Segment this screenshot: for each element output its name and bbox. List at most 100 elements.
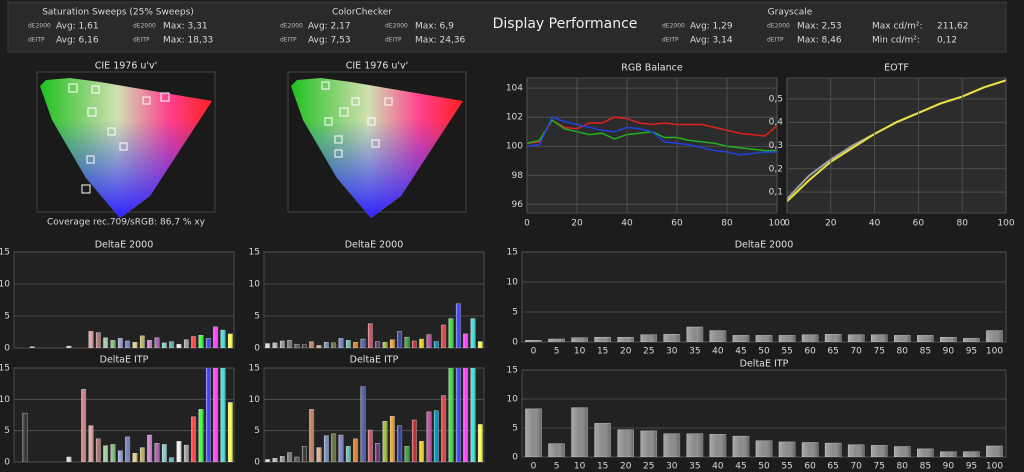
plot-area [13,251,235,349]
x-tick-label: 40 [621,219,633,229]
x-tick-label: 25 [643,462,654,472]
bar-shade [360,339,366,348]
x-tick-label: 35 [689,462,700,472]
x-tick-label: 20 [620,347,632,357]
bar-shade [663,433,680,457]
bar-shade [302,344,307,348]
line [527,116,777,156]
stat-value: Max cd/m²: [872,22,923,32]
y-tick-label: 0,4 [769,118,784,128]
bar-shade [213,326,218,348]
bar-shade [390,416,395,462]
bar-shade [220,330,226,348]
bar-shade [825,334,842,342]
header-panel [7,1,1007,53]
x-tick-label: 60 [671,219,683,229]
bar-shade [154,443,160,462]
bar-shade [140,447,145,462]
x-tick-label: 75 [874,347,885,357]
bar-shade [331,342,336,348]
bar-shade [346,340,351,348]
stat-label: dEITP [385,37,402,44]
bar-shade [709,330,726,342]
bar-shade [986,330,1003,342]
stat-value: Max: 3,31 [163,22,208,32]
bar-shade [265,459,270,462]
x-tick-label: 0 [784,219,790,229]
bar-shade [154,337,160,348]
bar-shade [353,438,358,462]
bar-shade [419,441,424,462]
bar-shade [470,318,476,348]
bar-shade [963,451,980,457]
bar-shade [88,331,94,348]
bar-shade [940,451,957,457]
bar-shade [940,337,957,342]
plot-area [521,251,1007,343]
bar-shade [963,338,980,342]
bar-shade [30,346,35,348]
bar-shade [456,303,461,348]
bar-shade [478,341,483,348]
bar-shade [110,340,116,348]
chart-title: DeltaE ITP [350,355,399,366]
chart: DeltaE 2000 0 5 10 15 [0,240,235,354]
bar-shade [594,423,611,457]
x-tick-label: 40 [712,347,724,357]
x-tick-label: 75 [874,462,885,472]
chart-title: EOTF [884,63,909,74]
bar-shade [778,441,796,457]
bar-shade [360,386,366,462]
bar-shade [419,339,424,348]
bar-shade [525,408,542,457]
bar-shade [478,424,483,462]
x-tick-label: 30 [666,462,678,472]
bar-shade [778,335,796,342]
plot [525,407,1003,457]
chart-title: DeltaE 2000 [345,240,404,251]
stat-value: Avg: 2,17 [308,22,351,32]
bar-shade [309,341,314,348]
bar-shade [382,421,388,462]
y-tick-label: 0 [254,458,260,468]
bar-shade [448,318,454,348]
chart-title: DeltaE ITP [100,355,149,366]
bar-shade [213,368,218,462]
bar-shade [871,334,888,342]
cie-diagram: CIE 1976 u'v' [287,61,467,218]
stat-label: dEITP [662,37,679,44]
bar-shade [176,441,182,462]
x-tick-label: 60 [913,219,925,229]
group-title: Grayscale [768,8,813,18]
stat-value: Avg: 7,53 [308,36,351,46]
x-tick-label: 45 [735,462,746,472]
y-tick-label: 0,2 [769,164,783,174]
stat-value: Max: 18,33 [163,36,213,46]
bar-shade [894,446,911,457]
x-tick-label: 95 [966,347,977,357]
bar-shade [353,342,358,348]
stat-label: dE2000 [28,23,51,30]
x-tick-label: 65 [827,462,838,472]
stat-value: 211,62 [937,22,969,32]
x-tick-label: 90 [943,462,955,472]
bar-shade [184,339,189,348]
bar-shade [66,456,72,462]
bar-shade [132,453,138,462]
x-tick-label: 15 [597,347,608,357]
bar-shade [434,341,439,348]
y-tick-label: 10 [0,280,10,290]
y-tick-label: 5 [254,312,260,322]
x-tick-label: 80 [897,462,909,472]
plot-area [13,367,235,463]
plot [265,303,483,348]
bar-shade [88,425,94,462]
bar-shade [280,456,285,462]
bar-shade [118,450,123,462]
stat-value: 0,12 [937,36,957,46]
cie-caption: Coverage rec.709/sRGB: 86,7 % xy [47,218,206,228]
bar-shade [147,340,152,348]
x-tick-label: 0 [524,219,530,229]
stat-label: dE2000 [767,23,790,30]
y-tick-label: 0 [512,338,518,348]
